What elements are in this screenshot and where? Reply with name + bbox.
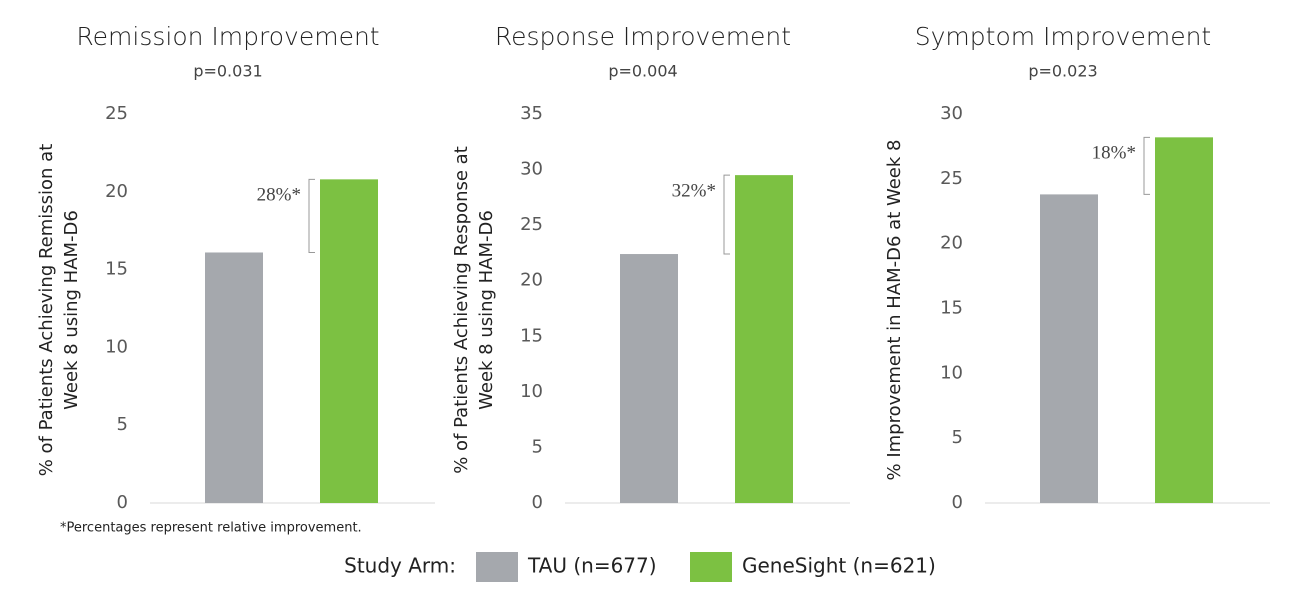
chart-title: Symptom Improvement (915, 22, 1211, 51)
y-axis-label: Week 8 using HAM-D6 (476, 210, 497, 410)
legend-swatch (690, 552, 732, 582)
bar (735, 175, 793, 503)
bar (1155, 137, 1213, 503)
y-tick-label: 20 (520, 270, 543, 291)
annotation: 32%* (672, 180, 716, 201)
y-tick-label: 15 (940, 298, 963, 319)
y-tick-label: 20 (940, 233, 963, 254)
y-tick-label: 25 (520, 214, 543, 235)
y-axis-label: % of Patients Achieving Response at (451, 146, 472, 474)
y-tick-label: 0 (952, 492, 963, 513)
y-tick-label: 25 (105, 103, 128, 124)
y-axis-label: % of Patients Achieving Remission at (36, 144, 57, 477)
legend-title: Study Arm: (344, 554, 456, 578)
y-tick-label: 10 (105, 336, 128, 357)
chart-subtitle: p=0.004 (608, 62, 677, 81)
y-tick-label: 5 (952, 427, 963, 448)
y-tick-label: 0 (532, 492, 543, 513)
legend-label: TAU (n=677) (527, 554, 657, 578)
bar (620, 254, 678, 503)
chart-title: Response Improvement (495, 22, 791, 51)
bracket (1143, 136, 1150, 195)
y-tick-label: 0 (117, 492, 128, 513)
y-tick-label: 30 (940, 103, 963, 124)
y-tick-label: 10 (940, 362, 963, 383)
chart-subtitle: p=0.023 (1028, 62, 1097, 81)
legend-label: GeneSight (n=621) (742, 554, 936, 578)
y-tick-label: 20 (105, 181, 128, 202)
y-tick-label: 35 (520, 103, 543, 124)
y-tick-label: 15 (520, 325, 543, 346)
chart-title: Remission Improvement (76, 22, 379, 51)
y-tick-label: 25 (940, 168, 963, 189)
y-tick-label: 10 (520, 381, 543, 402)
y-tick-label: 5 (532, 436, 543, 457)
footnote: *Percentages represent relative improvem… (60, 521, 362, 536)
y-axis-label: Week 8 using HAM-D6 (61, 210, 82, 410)
annotation: 28%* (257, 185, 301, 206)
legend-swatch (476, 552, 518, 582)
y-tick-label: 15 (105, 259, 128, 280)
bracket (308, 178, 315, 253)
y-tick-label: 30 (520, 159, 543, 180)
y-axis-label: % Improvement in HAM-D6 at Week 8 (884, 140, 905, 481)
bar (1040, 194, 1098, 504)
y-tick-label: 5 (117, 414, 128, 435)
annotation: 18%* (1092, 143, 1136, 164)
chart-subtitle: p=0.031 (193, 62, 262, 81)
bar (205, 252, 263, 503)
bracket (723, 174, 730, 255)
bar (320, 179, 378, 504)
